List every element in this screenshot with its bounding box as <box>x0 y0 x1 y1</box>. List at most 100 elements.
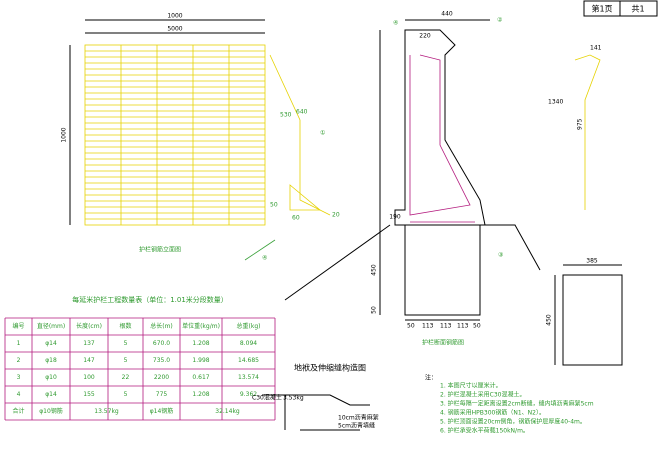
table-cell: 2 <box>17 357 21 364</box>
table-cell: 0.617 <box>192 374 209 381</box>
note: 4. 钢筋采用HPB300钢筋（N1、N2）。 <box>440 409 545 417</box>
mark: 50 <box>270 202 278 209</box>
anchor-label: C30混凝土 <box>252 394 282 402</box>
table-cell: 5 <box>124 340 128 347</box>
table-cell: 单位重(kg/m) <box>182 322 220 330</box>
dim-label: 5000 <box>167 26 182 33</box>
table-cell: 3 <box>17 374 21 381</box>
anchor-label: 10cm沥青麻絮 <box>338 414 379 422</box>
table-cell: 直径(mm) <box>37 322 65 330</box>
bent-bar <box>269 54 331 216</box>
caption: 护栏钢筋立面图 <box>139 246 181 254</box>
page-no: 第1页 <box>591 4 612 14</box>
table-cell: 1.208 <box>192 340 209 347</box>
table-cell: 编号 <box>12 322 24 330</box>
table-cell: 155 <box>83 391 95 398</box>
dim-label: 1000 <box>167 13 182 20</box>
table-title: 每延米护栏工程数量表（单位：1.01米分段数量） <box>72 295 228 304</box>
table-cell: 32.14kg <box>215 408 240 415</box>
caption: 护栏断面钢筋图 <box>422 339 464 347</box>
dim-label: 113 <box>422 323 434 330</box>
table-cell: 13.574 <box>238 374 259 381</box>
table-cell: φ18 <box>45 357 57 364</box>
mark: ④ <box>262 255 267 262</box>
table-cell: 5 <box>124 357 128 364</box>
table-cell: 13.57kg <box>94 408 119 415</box>
section-outline <box>394 29 486 226</box>
table-cell: 5 <box>124 391 128 398</box>
bent-bar <box>289 184 322 211</box>
note: 6. 护栏承受水平荷载150kN/m。 <box>440 427 529 435</box>
table-cell: 735.0 <box>153 357 170 364</box>
anchor-label: 5cm沥青填缝 <box>338 422 375 430</box>
table-cell: φ10 <box>45 374 57 381</box>
mark: 60 <box>292 215 300 222</box>
table-cell: 合计 <box>12 407 24 415</box>
section <box>284 19 541 321</box>
dim-label: 385 <box>586 258 598 265</box>
table-cell: 1 <box>17 340 21 347</box>
table-cell: 长度(cm) <box>76 322 102 330</box>
table-cell: 775 <box>156 391 168 398</box>
mark: ② <box>497 17 503 24</box>
dim-label: 1340 <box>548 99 563 106</box>
leader <box>284 224 391 301</box>
anchor-line <box>284 395 360 431</box>
mark: 20 <box>332 212 340 219</box>
mark: ③ <box>498 252 503 259</box>
bent-bar <box>574 54 601 210</box>
footing <box>404 224 481 316</box>
table-cell: φ14 <box>45 340 57 347</box>
dim-label: 50 <box>407 323 415 330</box>
table-cell: 22 <box>122 374 130 381</box>
table-cell: 9.362 <box>240 391 257 398</box>
mark: ④ <box>393 20 398 27</box>
rebar <box>409 54 471 216</box>
slope <box>480 224 541 271</box>
dim-label: 50 <box>473 323 481 330</box>
dim-label: 113 <box>440 323 452 330</box>
detail-box <box>562 274 623 366</box>
page-total: 共1 <box>631 5 644 14</box>
notes-title: 注： <box>425 374 437 382</box>
mark: 640 <box>296 109 308 116</box>
dim-label: 450 <box>546 314 553 326</box>
table-cell: φ14 <box>45 391 57 398</box>
dim-label: 50 <box>371 306 378 314</box>
dim-label: 141 <box>590 45 602 52</box>
dim-label: 220 <box>419 33 431 40</box>
dim-label: 1000 <box>61 127 68 142</box>
table-cell: 根数 <box>119 322 131 330</box>
table-cell: 总长(m) <box>150 322 173 330</box>
note: 2. 护栏混凝土采用C30混凝土。 <box>440 391 525 399</box>
table-cell: 1.998 <box>192 357 209 364</box>
table-cell: 100 <box>83 374 95 381</box>
table-cell: 137 <box>83 340 95 347</box>
table-cell: 14.685 <box>238 357 259 364</box>
note: 1. 本图尺寸以厘米计。 <box>440 382 502 390</box>
dim-label: 450 <box>371 264 378 276</box>
anchor-label: 3.53kg <box>283 395 304 402</box>
mark: 530 <box>280 112 292 119</box>
mark: ① <box>320 130 325 137</box>
dim-label: 113 <box>457 323 469 330</box>
dim-label: 440 <box>441 11 453 18</box>
note: 3. 护栏每隔一定距离设置2cm断缝，缝内填沥青麻絮5cm <box>440 400 594 408</box>
dim-label: 190 <box>389 214 401 221</box>
elevation <box>69 19 331 261</box>
table-cell: 2200 <box>154 374 169 381</box>
table-cell: φ14钢筋 <box>150 407 174 415</box>
table-cell: 4 <box>17 391 21 398</box>
dim-label: 975 <box>577 118 584 130</box>
table-cell: 670.0 <box>153 340 170 347</box>
table-cell: 1.208 <box>192 391 209 398</box>
table-cell: 8.094 <box>240 340 257 347</box>
leader <box>244 239 276 261</box>
table-cell: 总重(kg) <box>237 322 261 330</box>
anchor-line <box>262 394 370 406</box>
note: 5. 护栏顶面设置20cm倒角，钢筋保护层厚度40-4m。 <box>440 418 586 426</box>
table-cell: 147 <box>83 357 95 364</box>
anchor-title: 地袱及伸缩缝构造图 <box>294 363 366 373</box>
table-cell: φ10钢筋 <box>39 407 63 415</box>
